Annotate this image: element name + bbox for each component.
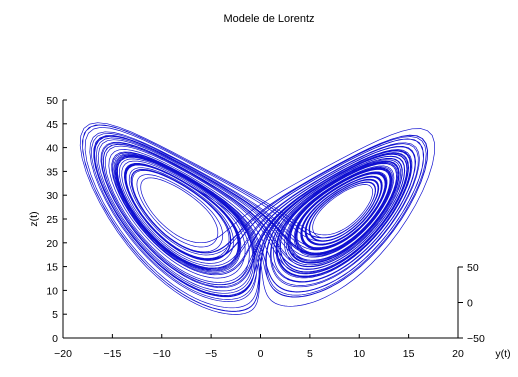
z-tick-label: 10 (46, 285, 58, 297)
y-ticks: −50 0 50 (458, 262, 485, 345)
z-tick-label: 35 (46, 166, 58, 178)
z-tick-label: 0 (52, 333, 58, 345)
z-tick-label: 50 (46, 95, 58, 107)
x-tick-label: 5 (307, 348, 313, 360)
x-ticks: −20 −15 −10 −5 0 5 10 15 20 (54, 334, 464, 360)
z-tick-label: 15 (46, 262, 58, 274)
y-tick-label: −50 (467, 333, 485, 345)
z-tick-label: 45 (46, 119, 58, 131)
y-tick-label: 50 (467, 262, 479, 274)
x-tick-label: 15 (403, 348, 415, 360)
x-tick-label: −10 (153, 348, 171, 360)
x-tick-label: 10 (353, 348, 365, 360)
z-tick-label: 25 (46, 214, 58, 226)
z-axis-label: z(t) (28, 211, 40, 226)
x-tick-label: 20 (452, 348, 464, 360)
z-tick-label: 30 (46, 190, 58, 202)
z-tick-label: 20 (46, 238, 58, 250)
y-tick-label: 0 (467, 298, 473, 310)
axes: −20 −15 −10 −5 0 5 10 15 20 05101520253035404550… (46, 95, 485, 360)
trajectory-line (79, 122, 435, 315)
chart-title: Modele de Lorentz (223, 13, 314, 25)
x-tick-label: −20 (54, 348, 72, 360)
x-tick-label: −5 (205, 348, 217, 360)
z-ticks: 0 5 10 15 20 25 30 35 40 45 50 (46, 95, 67, 345)
z-tick-label: 5 (52, 309, 58, 321)
z-tick-label: 40 (46, 143, 58, 155)
x-tick-label: 0 (258, 348, 264, 360)
x-tick-label: −15 (103, 348, 121, 360)
y-axis-label: y(t) (495, 348, 510, 360)
